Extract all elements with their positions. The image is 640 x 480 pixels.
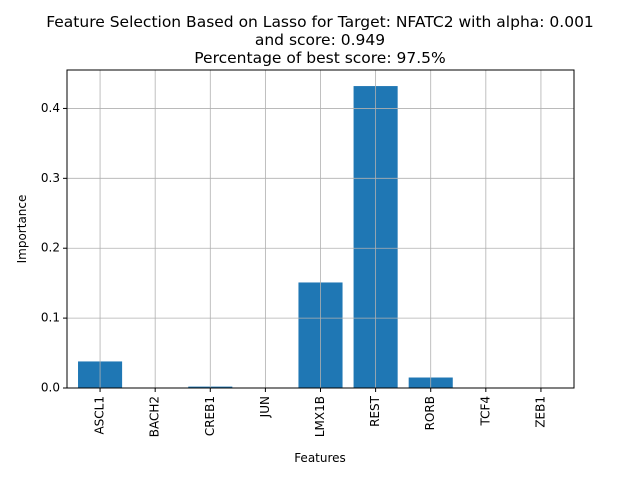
y-tick-label: 0.0 [41,381,60,395]
grid-lines [67,70,574,389]
chart-title-line-2: and score: 0.949 [255,31,385,49]
y-tick-label: 0.1 [41,311,60,325]
x-tick-label: ASCL1 [93,396,107,435]
x-tick-label: CREB1 [203,396,217,436]
x-tick-label: BACH2 [148,396,162,437]
x-tick-label: RORB [423,396,437,430]
x-tick-label: REST [368,395,382,427]
y-tick-label: 0.2 [41,241,60,255]
y-axis-ticks: 0.0 0.1 0.2 0.3 0.4 [41,101,67,395]
chart-title-line-3: Percentage of best score: 97.5% [194,49,445,67]
x-tick-label: ZEB1 [533,396,547,428]
x-tick-label: TCF4 [478,396,492,427]
y-tick-label: 0.3 [41,171,60,185]
x-tick-label: LMX1B [313,396,327,437]
plot-frame [66,69,575,389]
chart-title-line-1: Feature Selection Based on Lasso for Tar… [46,13,594,31]
y-tick-label: 0.4 [41,101,60,115]
x-axis-ticks: ASCL1 BACH2 CREB1 JUN LMX1B REST RORB TCF4 ZEB1 [93,388,547,437]
x-axis-label: Features [294,451,346,465]
x-tick-label: JUN [258,396,272,418]
y-axis-label: Importance [15,195,29,264]
